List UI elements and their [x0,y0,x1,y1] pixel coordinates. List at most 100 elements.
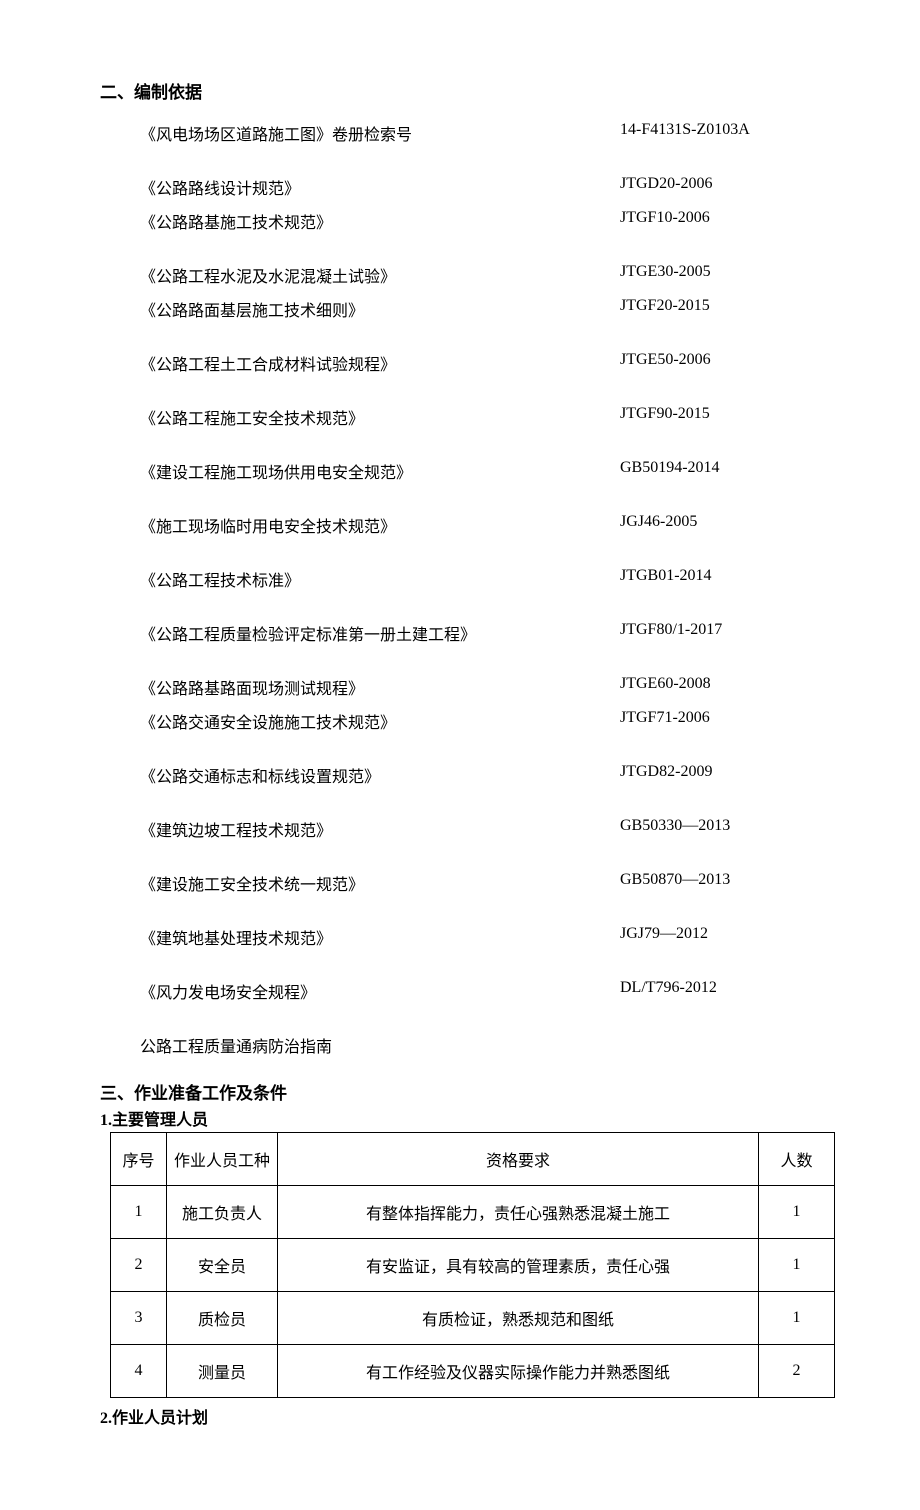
reference-name: 《风力发电场安全规程》 [140,979,620,1003]
reference-spacer [140,155,820,165]
reference-code: JTGE30-2005 [620,263,820,287]
table-row: 3质检员有质检证，熟悉规范和图纸1 [111,1292,835,1345]
table-row: 2安全员有安监证，具有较高的管理素质，责任心强1 [111,1239,835,1292]
section-2-heading: 二、编制依据 [100,78,820,103]
reference-spacer [140,439,820,449]
cell-count: 1 [759,1239,835,1292]
reference-spacer [140,655,820,665]
reference-row: 公路工程质量通病防治指南 [140,1033,820,1057]
th-index: 序号 [111,1133,167,1186]
reference-name: 《建设施工安全技术统一规范》 [140,871,620,895]
reference-name: 《公路工程水泥及水泥混凝土试验》 [140,263,620,287]
references-list: 《风电场场区道路施工图》卷册检索号14-F4131S-Z0103A 《公路路线设计… [140,121,820,1077]
cell-count: 2 [759,1345,835,1398]
cell-role: 安全员 [167,1239,278,1292]
th-role: 作业人员工种 [167,1133,278,1186]
subsection-3-2-heading: 2.作业人员计划 [100,1404,820,1428]
reference-code: JTGE60-2008 [620,675,820,699]
cell-count: 1 [759,1186,835,1239]
reference-row: 《建设施工安全技术统一规范》GB50870—2013 [140,871,820,895]
cell-index: 4 [111,1345,167,1398]
section-3-heading: 三、作业准备工作及条件 [100,1079,820,1104]
reference-row: 《建设工程施工现场供用电安全规范》GB50194-2014 [140,459,820,483]
table-row: 4测量员有工作经验及仪器实际操作能力并熟悉图纸2 [111,1345,835,1398]
cell-index: 2 [111,1239,167,1292]
reference-spacer [140,851,820,861]
reference-code: JTGD20-2006 [620,175,820,199]
reference-name: 《风电场场区道路施工图》卷册检索号 [140,121,620,145]
cell-count: 1 [759,1292,835,1345]
cell-role: 质检员 [167,1292,278,1345]
reference-row: 《风力发电场安全规程》DL/T796-2012 [140,979,820,1003]
reference-spacer [140,1013,820,1023]
reference-name: 《公路工程土工合成材料试验规程》 [140,351,620,375]
reference-name: 《公路交通标志和标线设置规范》 [140,763,620,787]
reference-code: JTGF20-2015 [620,297,820,321]
reference-code: JTGD82-2009 [620,763,820,787]
reference-code: GB50870—2013 [620,871,820,895]
reference-name: 《公路路基路面现场测试规程》 [140,675,620,699]
reference-row: 《公路工程技术标准》JTGB01-2014 [140,567,820,591]
reference-spacer [140,243,820,253]
reference-name: 《施工现场临时用电安全技术规范》 [140,513,620,537]
reference-row: 《建筑地基处理技术规范》JGJ79—2012 [140,925,820,949]
reference-row: 《公路工程质量检验评定标准第一册土建工程》JTGF80/1-2017 [140,621,820,645]
cell-requirement: 有质检证，熟悉规范和图纸 [278,1292,759,1345]
reference-spacer [140,905,820,915]
reference-row: 《公路路基施工技术规范》JTGF10-2006 [140,209,820,233]
reference-code: JGJ79—2012 [620,925,820,949]
table-row: 1施工负责人有整体指挥能力，责任心强熟悉混凝土施工1 [111,1186,835,1239]
reference-row: 《公路交通安全设施施工技术规范》JTGF71-2006 [140,709,820,733]
reference-name: 《公路工程质量检验评定标准第一册土建工程》 [140,621,620,645]
th-count: 人数 [759,1133,835,1186]
reference-code: JGJ46-2005 [620,513,820,537]
reference-spacer [140,743,820,753]
reference-row: 《公路交通标志和标线设置规范》JTGD82-2009 [140,763,820,787]
th-requirement: 资格要求 [278,1133,759,1186]
reference-name: 《建筑地基处理技术规范》 [140,925,620,949]
reference-spacer [140,1067,820,1077]
reference-name: 《建筑边坡工程技术规范》 [140,817,620,841]
reference-spacer [140,601,820,611]
cell-requirement: 有工作经验及仪器实际操作能力并熟悉图纸 [278,1345,759,1398]
reference-code [620,1033,820,1057]
reference-row: 《公路工程施工安全技术规范》JTGF90-2015 [140,405,820,429]
cell-index: 1 [111,1186,167,1239]
reference-code: 14-F4131S-Z0103A [620,121,820,145]
reference-row: 《公路路基路面现场测试规程》JTGE60-2008 [140,675,820,699]
reference-row: 《风电场场区道路施工图》卷册检索号14-F4131S-Z0103A [140,121,820,145]
reference-spacer [140,385,820,395]
cell-index: 3 [111,1292,167,1345]
cell-role: 测量员 [167,1345,278,1398]
reference-name: 《公路路面基层施工技术细则》 [140,297,620,321]
reference-name: 《建设工程施工现场供用电安全规范》 [140,459,620,483]
reference-spacer [140,959,820,969]
reference-code: GB50330—2013 [620,817,820,841]
reference-code: JTGF10-2006 [620,209,820,233]
cell-requirement: 有整体指挥能力，责任心强熟悉混凝土施工 [278,1186,759,1239]
reference-name: 公路工程质量通病防治指南 [140,1033,620,1057]
reference-name: 《公路路线设计规范》 [140,175,620,199]
reference-spacer [140,493,820,503]
reference-name: 《公路路基施工技术规范》 [140,209,620,233]
reference-row: 《建筑边坡工程技术规范》GB50330—2013 [140,817,820,841]
reference-name: 《公路交通安全设施施工技术规范》 [140,709,620,733]
reference-row: 《公路路线设计规范》JTGD20-2006 [140,175,820,199]
reference-name: 《公路工程施工安全技术规范》 [140,405,620,429]
reference-name: 《公路工程技术标准》 [140,567,620,591]
reference-row: 《公路工程水泥及水泥混凝土试验》JTGE30-2005 [140,263,820,287]
reference-code: GB50194-2014 [620,459,820,483]
table-header-row: 序号 作业人员工种 资格要求 人数 [111,1133,835,1186]
reference-row: 《施工现场临时用电安全技术规范》JGJ46-2005 [140,513,820,537]
cell-role: 施工负责人 [167,1186,278,1239]
reference-spacer [140,547,820,557]
reference-code: JTGE50-2006 [620,351,820,375]
reference-code: JTGF90-2015 [620,405,820,429]
reference-row: 《公路工程土工合成材料试验规程》JTGE50-2006 [140,351,820,375]
cell-requirement: 有安监证，具有较高的管理素质，责任心强 [278,1239,759,1292]
personnel-table: 序号 作业人员工种 资格要求 人数 1施工负责人有整体指挥能力，责任心强熟悉混凝… [110,1132,835,1398]
reference-code: JTGF71-2006 [620,709,820,733]
document-page: 二、编制依据 《风电场场区道路施工图》卷册检索号14-F4131S-Z0103A… [0,0,920,1510]
reference-code: JTGF80/1-2017 [620,621,820,645]
reference-row: 《公路路面基层施工技术细则》JTGF20-2015 [140,297,820,321]
